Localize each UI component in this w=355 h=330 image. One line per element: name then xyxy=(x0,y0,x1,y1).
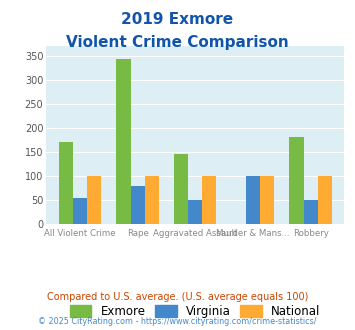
Bar xyxy=(318,176,332,224)
Legend: Exmore, Virginia, National: Exmore, Virginia, National xyxy=(70,305,320,318)
Text: Rape: Rape xyxy=(127,229,148,238)
Bar xyxy=(131,186,144,224)
Bar xyxy=(202,176,216,224)
Bar xyxy=(59,142,73,224)
Text: © 2025 CityRating.com - https://www.cityrating.com/crime-statistics/: © 2025 CityRating.com - https://www.city… xyxy=(38,317,317,326)
Bar xyxy=(116,59,131,224)
Text: All Violent Crime: All Violent Crime xyxy=(44,229,116,238)
Text: Compared to U.S. average. (U.S. average equals 100): Compared to U.S. average. (U.S. average … xyxy=(47,292,308,302)
Bar xyxy=(188,200,202,224)
Bar xyxy=(304,200,318,224)
Text: Aggravated Assault: Aggravated Assault xyxy=(153,229,237,238)
Text: Robbery: Robbery xyxy=(293,229,328,238)
Bar xyxy=(144,176,159,224)
Text: Violent Crime Comparison: Violent Crime Comparison xyxy=(66,35,289,50)
Bar xyxy=(87,176,101,224)
Bar xyxy=(246,176,260,224)
Bar xyxy=(73,198,87,224)
Text: Murder & Mans...: Murder & Mans... xyxy=(216,229,290,238)
Text: 2019 Exmore: 2019 Exmore xyxy=(121,12,234,26)
Bar xyxy=(289,137,304,224)
Bar xyxy=(260,176,274,224)
Bar xyxy=(174,153,188,224)
